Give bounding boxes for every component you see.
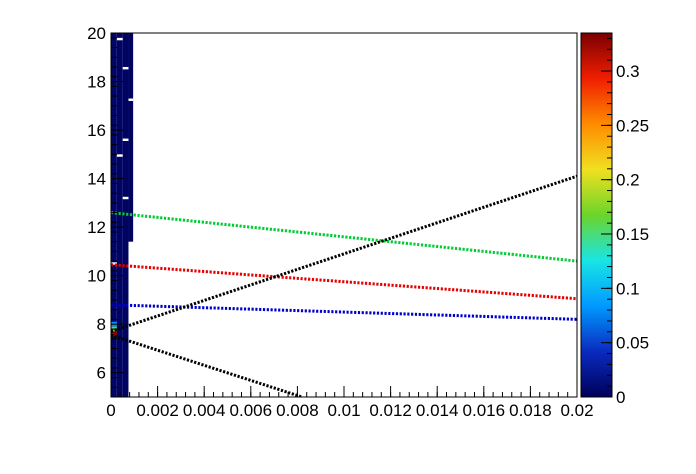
- y-tick-label: 12: [87, 218, 106, 237]
- heatmap-cell: [122, 33, 129, 397]
- heatmap-cell: [116, 33, 123, 397]
- series-line-3: [111, 303, 577, 321]
- heatmap-cell: [128, 33, 134, 242]
- x-tick-label: 0.02: [560, 401, 593, 420]
- y-axis: 6 8 10 12 14 16 18 20: [87, 24, 124, 398]
- x-tick-label: 0.004: [183, 401, 226, 420]
- x-tick-label: 0.01: [327, 401, 360, 420]
- x-tick-label: 0.002: [136, 401, 179, 420]
- y-tick-label: 10: [87, 267, 106, 286]
- series-line-2: [111, 263, 577, 301]
- heatmap-empty-cell: [111, 262, 117, 265]
- y-tick-label: 20: [87, 24, 106, 43]
- x-tick-label: 0.014: [416, 401, 459, 420]
- x-tick-label: 0.016: [463, 401, 506, 420]
- x-tick-label: 0.006: [230, 401, 273, 420]
- y-tick-label: 18: [87, 73, 106, 92]
- plot-frame: [110, 32, 578, 398]
- heatmap-cell: [111, 331, 117, 337]
- heatmap-empty-cell: [122, 196, 129, 200]
- series-layer: [111, 174, 577, 397]
- colorbar-tick-label: 0.1: [616, 279, 640, 298]
- x-tick-label: 0: [106, 401, 115, 420]
- colorbar-tick-label: 0.25: [616, 116, 649, 135]
- heatmap-empty-cell: [122, 138, 129, 141]
- heatmap-empty-cell: [116, 37, 123, 41]
- heatmap-empty-cell: [116, 154, 123, 157]
- colorbar-tick-label: 0.2: [616, 171, 640, 190]
- x-axis: 0 0.002 0.004 0.006 0.008 0.01 0.012 0.014 0.016…: [106, 386, 594, 420]
- colorbar-tick-label: 0.3: [616, 62, 640, 81]
- x-tick-label: 0.008: [276, 401, 319, 420]
- heatmap-cell: [111, 33, 117, 397]
- colorbar-tick-label: 0: [616, 388, 625, 407]
- y-tick-label: 16: [87, 121, 106, 140]
- heatmap-empty-cell: [128, 98, 134, 101]
- colorbar-tick-label: 0.05: [616, 334, 649, 353]
- series-line-1: [111, 211, 577, 263]
- series-line-5: [111, 333, 303, 397]
- y-tick-label: 14: [87, 170, 106, 189]
- heatmap-empty-cell: [122, 66, 129, 70]
- plot-border: [110, 32, 578, 398]
- y-tick-label: 8: [97, 315, 106, 334]
- y-tick-label: 6: [97, 364, 106, 383]
- colorbar-scale: [580, 32, 613, 398]
- x-tick-label: 0.018: [509, 401, 552, 420]
- x-tick-label: 0.012: [369, 401, 412, 420]
- colorbar: 0 0.05 0.1 0.15 0.2 0.25 0.3: [580, 32, 649, 407]
- colorbar-tick-label: 0.15: [616, 225, 649, 244]
- series-line-4: [111, 174, 577, 333]
